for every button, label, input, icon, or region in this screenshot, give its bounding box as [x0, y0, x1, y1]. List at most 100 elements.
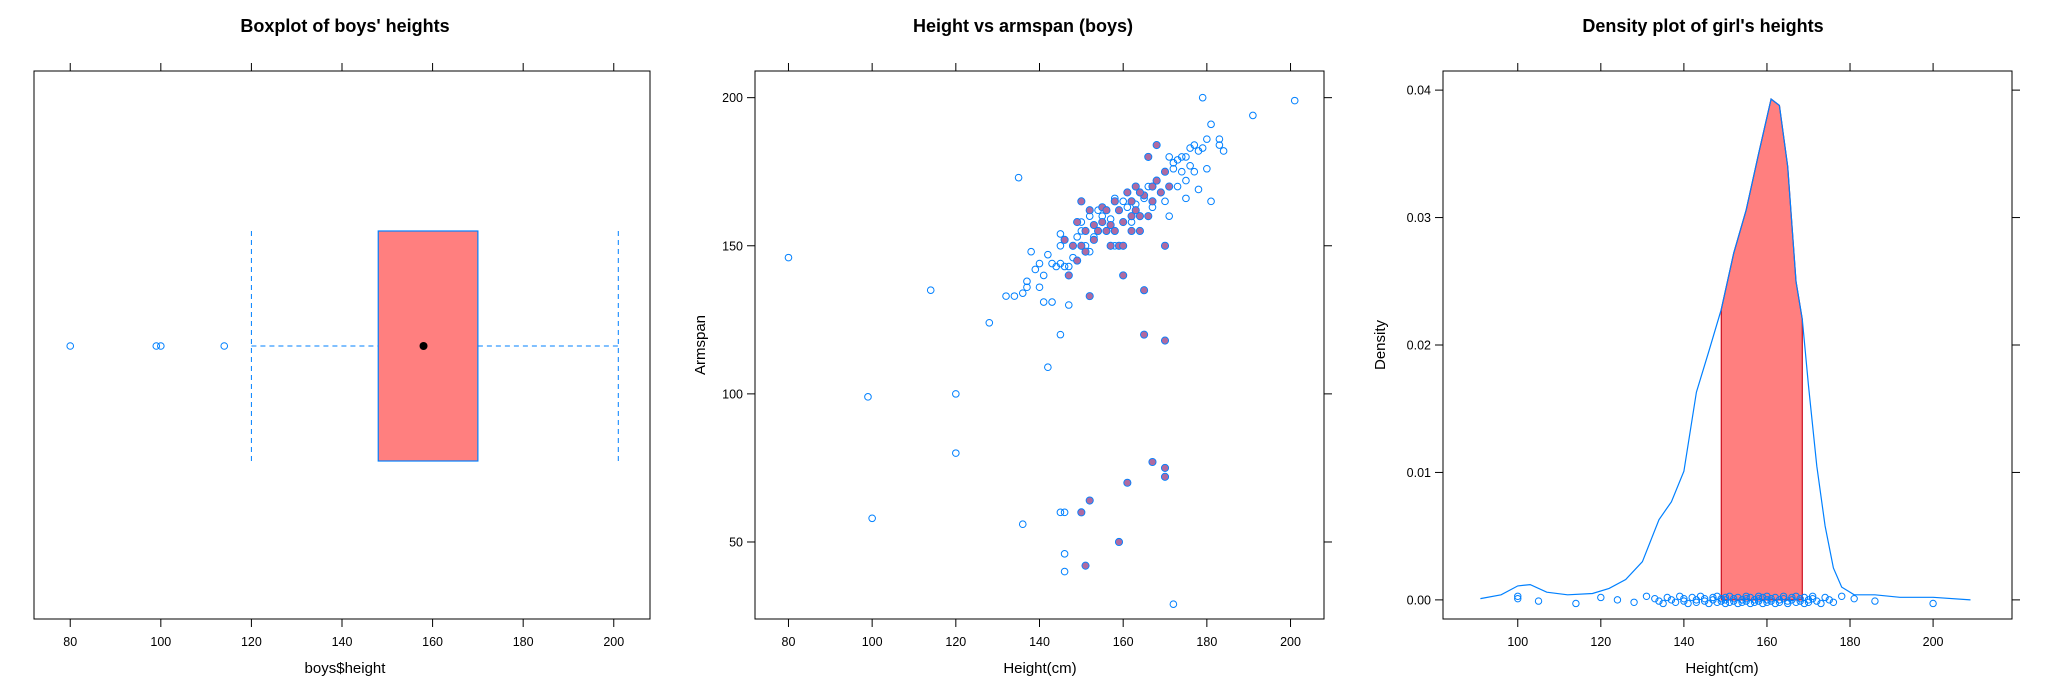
- density-rug-point: [1750, 596, 1759, 604]
- density-rug-point: [1721, 596, 1730, 604]
- density-y-tick-label: 0.01: [1407, 466, 1431, 480]
- panel-scatter: Height vs armspan (boys) 80 100 120 140 160 1…: [692, 16, 1332, 677]
- density-rug-point: [1734, 593, 1742, 602]
- scatter-point-filled: [1106, 220, 1115, 230]
- scatter-x-tick-label: 80: [782, 635, 796, 649]
- density-rug-point: [1759, 593, 1767, 602]
- scatter-point-open: [1207, 120, 1215, 129]
- scatter-point-filled: [1114, 206, 1124, 215]
- scatter-point-open: [926, 286, 935, 295]
- scatter-point-open: [784, 253, 793, 262]
- scatter-point-open: [952, 449, 960, 457]
- scatter-point-open: [1073, 233, 1081, 241]
- scatter-point-open: [1203, 164, 1211, 173]
- density-rug-point: [1929, 599, 1937, 608]
- panel-boxplot-x-axis: 80 100 120 140 160 180 200: [63, 63, 624, 649]
- density-rug-point: [1763, 592, 1771, 600]
- scatter-point-open: [1177, 153, 1186, 161]
- scatter-point-open: [1056, 508, 1065, 517]
- scatter-point-filled: [1140, 286, 1149, 295]
- scatter-y-tick-label: 150: [722, 239, 743, 253]
- scatter-point-open: [1186, 161, 1194, 170]
- panel-density-title: Density plot of girl's heights: [1582, 16, 1823, 36]
- density-rug-point: [1688, 593, 1696, 602]
- scatter-point-filled: [1089, 235, 1098, 244]
- scatter-point-open: [1215, 135, 1224, 143]
- scatter-point-filled: [1160, 167, 1170, 176]
- scatter-point-open: [1064, 262, 1073, 271]
- scatter-y-tick-label: 50: [729, 535, 743, 549]
- scatter-point-open: [1060, 567, 1069, 576]
- density-rug-point: [1742, 592, 1750, 600]
- density-rug-point: [1597, 593, 1605, 602]
- scatter-point-open: [1056, 330, 1065, 339]
- scatter-point-filled: [1127, 226, 1136, 236]
- scatter-point-open: [1165, 212, 1173, 220]
- scatter-point-filled: [1089, 220, 1098, 230]
- boxplot-x-tick-label: 140: [332, 635, 353, 649]
- density-rug-point: [1825, 596, 1833, 604]
- density-rug-point: [1572, 599, 1580, 608]
- panel-boxplot-title: Boxplot of boys' heights: [240, 16, 449, 36]
- density-x-tick-label: 140: [1673, 635, 1694, 649]
- panel-scatter-axes: 80 100 120 140 160 180 200 50 100 150 200: [722, 63, 1332, 649]
- density-rug-point: [1821, 593, 1829, 602]
- panel-boxplot-marks: [66, 230, 619, 462]
- density-rug-point: [1642, 592, 1651, 600]
- scatter-x-tick-label: 100: [862, 635, 883, 649]
- density-rug-point: [1692, 598, 1701, 606]
- panel-scatter-ylabel: Armspan: [692, 315, 709, 375]
- density-rug-point: [1767, 594, 1775, 603]
- scatter-point-filled: [1165, 182, 1174, 191]
- panel-density-marks: [1480, 97, 1971, 608]
- panel-scatter-marks: [784, 93, 1299, 608]
- density-y-tick-label: 0.00: [1407, 593, 1431, 607]
- scatter-point-open: [1035, 283, 1044, 292]
- scatter-point-open: [985, 318, 994, 327]
- density-rug-point: [1804, 598, 1813, 606]
- scatter-point-filled: [1160, 241, 1170, 250]
- scatter-point-open: [1035, 259, 1044, 268]
- scatter-point-open: [1182, 194, 1190, 203]
- scatter-point-filled: [1085, 496, 1094, 505]
- scatter-point-open: [1173, 182, 1182, 191]
- scatter-point-filled: [1152, 176, 1161, 185]
- scatter-point-filled: [1068, 241, 1078, 250]
- scatter-point-filled: [1131, 206, 1140, 215]
- scatter-point-filled: [1060, 235, 1069, 244]
- density-rug-point: [1514, 592, 1522, 600]
- density-rug-point: [1700, 594, 1709, 603]
- boxplot-x-tick-label: 120: [241, 635, 262, 649]
- density-rug-point: [1700, 597, 1709, 605]
- scatter-point-open: [952, 390, 960, 398]
- scatter-point-filled: [1131, 182, 1140, 191]
- density-rug-point: [1709, 596, 1717, 604]
- panel-scatter-xlabel: Height(cm): [1003, 660, 1076, 677]
- scatter-point-filled: [1081, 247, 1090, 256]
- scatter-point-filled: [1127, 197, 1136, 206]
- scatter-y-tick-label: 200: [722, 91, 743, 105]
- scatter-point-filled: [1085, 206, 1094, 215]
- scatter-point-filled: [1135, 226, 1144, 236]
- boxplot-box: [377, 230, 479, 462]
- scatter-y-tick-label: 100: [722, 387, 743, 401]
- density-rug-point: [1817, 599, 1825, 608]
- scatter-point-open: [1203, 135, 1211, 143]
- scatter-point-open: [1119, 197, 1127, 206]
- panel-scatter-frame: [754, 70, 1325, 620]
- density-rug-point: [1742, 597, 1750, 605]
- density-rug-point: [1713, 592, 1721, 600]
- scatter-point-filled: [1077, 197, 1086, 206]
- scatter-point-open: [1044, 250, 1052, 259]
- density-curve: [1480, 97, 1971, 601]
- scatter-point-filled: [1119, 271, 1128, 280]
- scatter-point-filled: [1081, 226, 1090, 236]
- scatter-point-open: [1190, 167, 1199, 176]
- boxplot-x-tick-label: 180: [513, 635, 534, 649]
- scatter-point-filled: [1106, 241, 1115, 250]
- density-rug-point: [1659, 599, 1667, 608]
- scatter-point-open: [1177, 167, 1186, 176]
- density-rug-point: [1676, 592, 1684, 600]
- density-rug-point: [1750, 598, 1759, 606]
- scatter-point-open: [1023, 277, 1031, 286]
